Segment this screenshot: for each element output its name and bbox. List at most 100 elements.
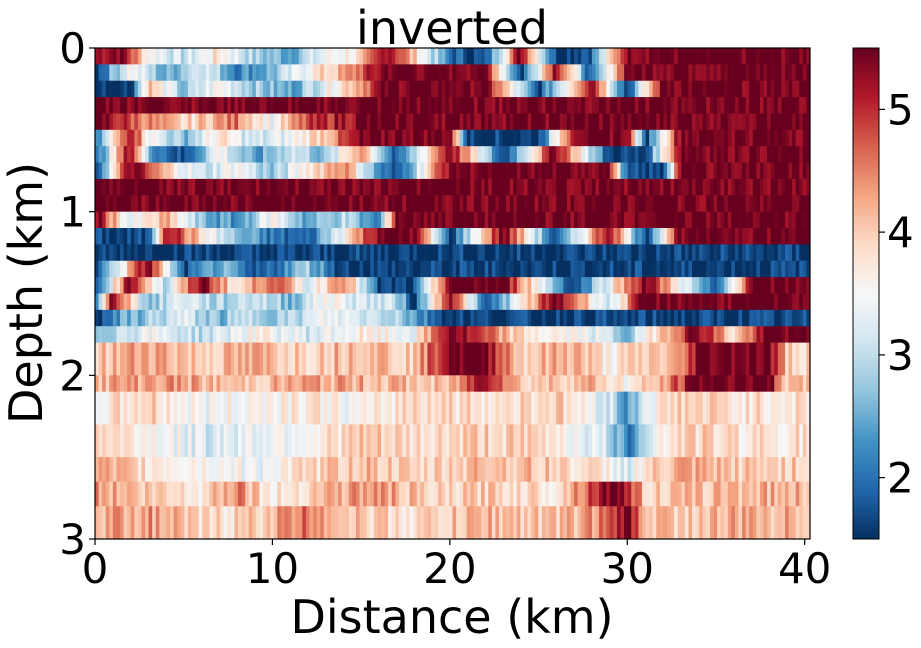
heatmap-cell: [245, 342, 250, 376]
heatmap-cell: [734, 260, 740, 278]
heatmap-cell: [581, 506, 586, 539]
heatmap-cell: [198, 481, 203, 507]
heatmap-cell: [227, 424, 232, 458]
heatmap-cell: [799, 293, 804, 311]
heatmap-cell: [159, 481, 164, 507]
heatmap-cell: [695, 506, 700, 539]
heatmap-cell: [552, 211, 557, 229]
heatmap-cell: [284, 146, 289, 164]
heatmap-cell: [695, 293, 700, 311]
heatmap-cell: [184, 146, 189, 164]
heatmap-cell: [105, 457, 110, 483]
heatmap-cell: [799, 129, 804, 147]
heatmap-cell: [355, 97, 361, 115]
heatmap-cell: [720, 457, 725, 483]
heatmap-cell: [638, 178, 643, 196]
heatmap-cell: [484, 342, 489, 376]
heatmap-cell: [545, 506, 550, 539]
heatmap-cell: [627, 113, 632, 131]
heatmap-cell: [409, 211, 414, 229]
heatmap-cell: [263, 129, 268, 147]
heatmap-cell: [713, 97, 718, 115]
heatmap-cell: [545, 195, 550, 213]
heatmap-cell: [713, 277, 718, 295]
heatmap-cell: [799, 64, 804, 82]
heatmap-cell: [409, 309, 414, 327]
heatmap-cell: [277, 211, 282, 229]
heatmap-cell: [212, 293, 218, 311]
heatmap-cell: [784, 64, 790, 82]
heatmap-cell: [566, 97, 572, 115]
heatmap-cell: [395, 178, 400, 196]
heatmap-cell: [320, 244, 325, 262]
heatmap-cell: [234, 375, 239, 393]
heatmap-cell: [727, 228, 732, 245]
heatmap-cell: [767, 244, 772, 262]
heatmap-cell: [338, 113, 343, 131]
heatmap-cell: [105, 113, 110, 131]
heatmap-cell: [180, 424, 185, 458]
heatmap-cell: [391, 178, 396, 196]
heatmap-cell: [123, 277, 128, 295]
heatmap-cell: [420, 64, 425, 82]
heatmap-cell: [255, 228, 261, 245]
heatmap-cell: [624, 228, 629, 245]
heatmap-cell: [184, 277, 189, 295]
heatmap-cell: [495, 277, 500, 295]
heatmap-cell: [205, 146, 210, 164]
heatmap-cell: [409, 481, 414, 507]
heatmap-cell: [316, 195, 321, 213]
heatmap-cell: [323, 391, 328, 426]
heatmap-cell: [581, 64, 586, 82]
heatmap-cell: [634, 195, 639, 213]
heatmap-cell: [409, 178, 414, 196]
heatmap-cell: [534, 195, 539, 213]
heatmap-cell: [649, 113, 654, 131]
heatmap-cell: [724, 162, 729, 180]
heatmap-cell: [624, 293, 629, 311]
heatmap-cell: [141, 309, 146, 327]
heatmap-cell: [470, 195, 475, 213]
heatmap-cell: [706, 293, 711, 311]
heatmap-cell: [388, 481, 393, 507]
heatmap-cell: [238, 48, 243, 65]
heatmap-cell: [381, 293, 386, 311]
heatmap-cell: [320, 97, 325, 115]
heatmap-cell: [102, 113, 107, 131]
heatmap-cell: [137, 178, 143, 196]
heatmap-cell: [137, 162, 143, 180]
heatmap-cell: [520, 211, 525, 229]
heatmap-cell: [641, 375, 647, 393]
heatmap-cell: [384, 424, 389, 458]
heatmap-cell: [663, 293, 668, 311]
heatmap-cell: [209, 309, 214, 327]
heatmap-cell: [102, 342, 107, 376]
heatmap-cell: [556, 506, 561, 539]
heatmap-cell: [466, 211, 471, 229]
heatmap-cell: [709, 481, 715, 507]
heatmap-cell: [284, 80, 289, 98]
heatmap-cell: [588, 506, 593, 539]
heatmap-cell: [95, 195, 100, 213]
heatmap-cell: [187, 146, 193, 164]
heatmap-cell: [795, 260, 800, 278]
heatmap-cell: [767, 113, 772, 131]
heatmap-cell: [391, 260, 396, 278]
heatmap-cell: [384, 342, 389, 376]
heatmap-cell: [398, 391, 404, 426]
heatmap-cell: [98, 326, 103, 344]
heatmap-cell: [413, 506, 418, 539]
heatmap-cell: [763, 178, 768, 196]
heatmap-cell: [148, 80, 153, 98]
heatmap-cell: [355, 391, 361, 426]
heatmap-cell: [806, 178, 810, 196]
heatmap-cell: [634, 391, 639, 426]
heatmap-cell: [792, 424, 797, 458]
heatmap-cell: [184, 48, 189, 65]
heatmap-cell: [423, 48, 429, 65]
heatmap-cell: [130, 342, 135, 376]
heatmap-cell: [784, 309, 790, 327]
heatmap-cell: [423, 342, 429, 376]
heatmap-cell: [441, 48, 446, 65]
heatmap-cell: [588, 260, 593, 278]
